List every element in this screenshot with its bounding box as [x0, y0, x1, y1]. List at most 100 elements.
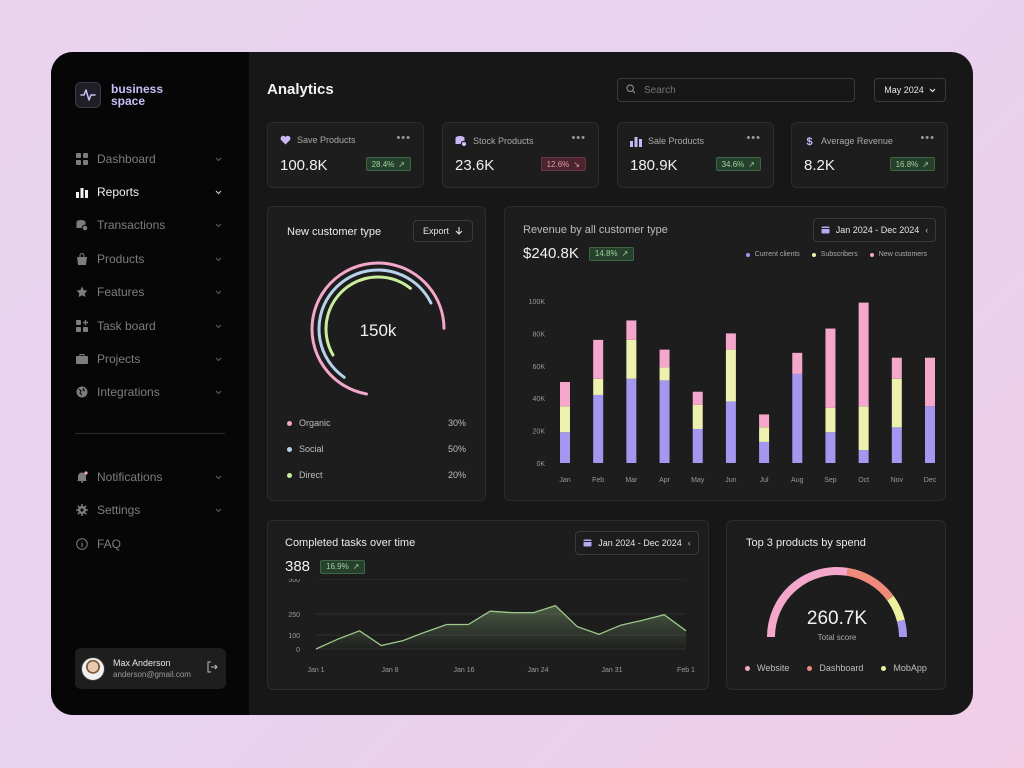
sidebar-item-features[interactable]: Features — [75, 276, 225, 309]
bar-nov-subscribers[interactable] — [891, 378, 902, 428]
legend-label: Website — [757, 663, 790, 673]
y-tick-label: 20K — [533, 429, 546, 436]
user-name: Max Anderson — [113, 658, 171, 668]
more-icon[interactable]: ••• — [571, 132, 586, 144]
legend-item-mobapp: MobApp — [881, 663, 927, 673]
bar-jul-current-clients[interactable] — [759, 441, 770, 463]
bar-may-current-clients[interactable] — [692, 428, 703, 463]
sidebar-item-integrations[interactable]: Integrations — [75, 376, 225, 409]
sidebar-item-task-board[interactable]: Task board — [75, 309, 225, 342]
sidebar-item-label: Features — [97, 285, 145, 300]
avatar — [81, 656, 105, 681]
bar-sep-current-clients[interactable] — [825, 432, 836, 463]
x-tick-label: Jan 1 — [307, 667, 324, 674]
brand-line-1: business — [111, 82, 164, 96]
kpi-card-sale-products[interactable]: Sale Products ••• 180.9K 34.6% ↗ — [617, 122, 774, 188]
bar-sep-subscribers[interactable] — [825, 407, 836, 433]
brand[interactable]: business space — [75, 82, 225, 108]
bar-jan-new-customers[interactable] — [560, 382, 570, 407]
top-products-gauge: 260.7K Total score — [767, 567, 907, 642]
bar-feb-subscribers[interactable] — [593, 378, 604, 395]
calendar-icon — [821, 225, 830, 236]
bar-nov-new-customers[interactable] — [891, 357, 902, 379]
kpi-card-average-revenue[interactable]: $ Average Revenue ••• 8.2K 16.8% ↗ — [791, 122, 948, 188]
briefcase-icon — [75, 352, 89, 366]
bar-oct-subscribers[interactable] — [858, 406, 869, 451]
bar-jun-subscribers[interactable] — [725, 349, 736, 402]
logout-icon[interactable] — [206, 660, 218, 678]
bar-apr-subscribers[interactable] — [659, 367, 670, 381]
bar-apr-new-customers[interactable] — [659, 349, 670, 368]
pulse-icon — [75, 82, 101, 108]
bar-dec-new-customers[interactable] — [925, 357, 935, 407]
sidebar-item-reports[interactable]: Reports — [75, 175, 225, 208]
bar-apr-current-clients[interactable] — [659, 380, 670, 463]
sidebar-item-faq[interactable]: FAQ — [75, 527, 225, 560]
date-dropdown[interactable]: May 2024 — [874, 78, 946, 102]
revenue-range-picker[interactable]: Jan 2024 - Dec 2024 ‹ — [813, 218, 936, 242]
bar-feb-new-customers[interactable] — [593, 339, 604, 379]
bar-jul-subscribers[interactable] — [759, 427, 770, 442]
legend-label: Subscribers — [820, 251, 858, 258]
bar-jun-current-clients[interactable] — [725, 401, 736, 463]
tasks-range-picker[interactable]: Jan 2024 - Dec 2024 ‹ — [575, 531, 699, 555]
star-icon — [75, 285, 89, 299]
x-tick-label: Feb — [592, 477, 604, 484]
kpi-card-stock-products[interactable]: Stock Products ••• 23.6K 12.6% ↘ — [442, 122, 599, 188]
gauge-segment-website[interactable] — [767, 567, 848, 638]
bar-oct-current-clients[interactable] — [858, 450, 869, 463]
sidebar-item-label: Transactions — [97, 218, 166, 233]
bar-jan-subscribers[interactable] — [560, 406, 570, 433]
y-tick-label: 500 — [288, 579, 300, 584]
info-icon — [75, 537, 89, 551]
sidebar-item-projects[interactable]: Projects — [75, 342, 225, 375]
gauge-segment-dashboard[interactable] — [846, 567, 894, 601]
legend-item-subscribers: Subscribers — [811, 251, 858, 258]
bar-oct-new-customers[interactable] — [858, 302, 869, 407]
gauge-segment-other[interactable] — [897, 619, 907, 638]
kpi-change: 12.6% — [546, 159, 570, 169]
gauge-segment-mobapp[interactable] — [887, 595, 905, 622]
kpi-card-save-products[interactable]: Save Products ••• 100.8K 28.4% ↗ — [267, 122, 424, 188]
chevron-down-icon — [215, 254, 225, 264]
bar-jul-new-customers[interactable] — [759, 414, 770, 428]
user-card[interactable]: Max Anderson anderson@gmail.com — [75, 648, 226, 689]
bar-aug-current-clients[interactable] — [792, 373, 803, 463]
top-products-sublabel: Total score — [818, 633, 857, 642]
x-tick-label: Jul — [760, 477, 769, 484]
bar-jun-new-customers[interactable] — [725, 333, 736, 350]
bar-mar-new-customers[interactable] — [626, 320, 637, 340]
legend-dot — [869, 252, 874, 257]
more-icon[interactable]: ••• — [746, 132, 761, 144]
bar-sep-new-customers[interactable] — [825, 328, 836, 408]
more-icon[interactable]: ••• — [920, 132, 935, 144]
customer-type-rings: 150k — [310, 261, 446, 397]
sidebar-item-settings[interactable]: Settings — [75, 494, 225, 527]
x-tick-label: Jan — [559, 477, 570, 484]
tasks-area-chart: 0 100 250 500 Jan 1 Jan 8 Jan 16 Jan 24 Jan 31 Fe… — [288, 579, 695, 674]
bar-mar-current-clients[interactable] — [626, 378, 637, 463]
export-button[interactable]: Export — [413, 220, 473, 242]
ring-direct — [324, 275, 432, 383]
sidebar-item-transactions[interactable]: Transactions — [75, 209, 225, 242]
sidebar-item-notifications[interactable]: Notifications — [75, 460, 225, 493]
legend-item-social: Social 50% — [287, 444, 466, 454]
legend-item-organic: Organic 30% — [287, 418, 466, 428]
bar-may-subscribers[interactable] — [692, 404, 703, 429]
bar-dec-current-clients[interactable] — [925, 406, 935, 463]
kpi-value: 8.2K — [804, 157, 835, 174]
sidebar-item-products[interactable]: Products — [75, 242, 225, 275]
chevron-down-icon — [929, 85, 936, 95]
kpi-change-badge: 34.6% ↗ — [715, 157, 761, 171]
search-input[interactable] — [644, 84, 844, 96]
bar-jan-current-clients[interactable] — [560, 432, 570, 463]
sidebar-item-dashboard[interactable]: Dashboard — [75, 142, 225, 175]
bar-aug-new-customers[interactable] — [792, 352, 803, 374]
more-icon[interactable]: ••• — [396, 132, 411, 144]
search-box[interactable] — [617, 78, 855, 102]
bar-nov-current-clients[interactable] — [891, 427, 902, 463]
bar-feb-current-clients[interactable] — [593, 394, 604, 463]
bar-mar-subscribers[interactable] — [626, 339, 637, 379]
calendar-icon — [583, 538, 592, 549]
bar-may-new-customers[interactable] — [692, 391, 703, 405]
